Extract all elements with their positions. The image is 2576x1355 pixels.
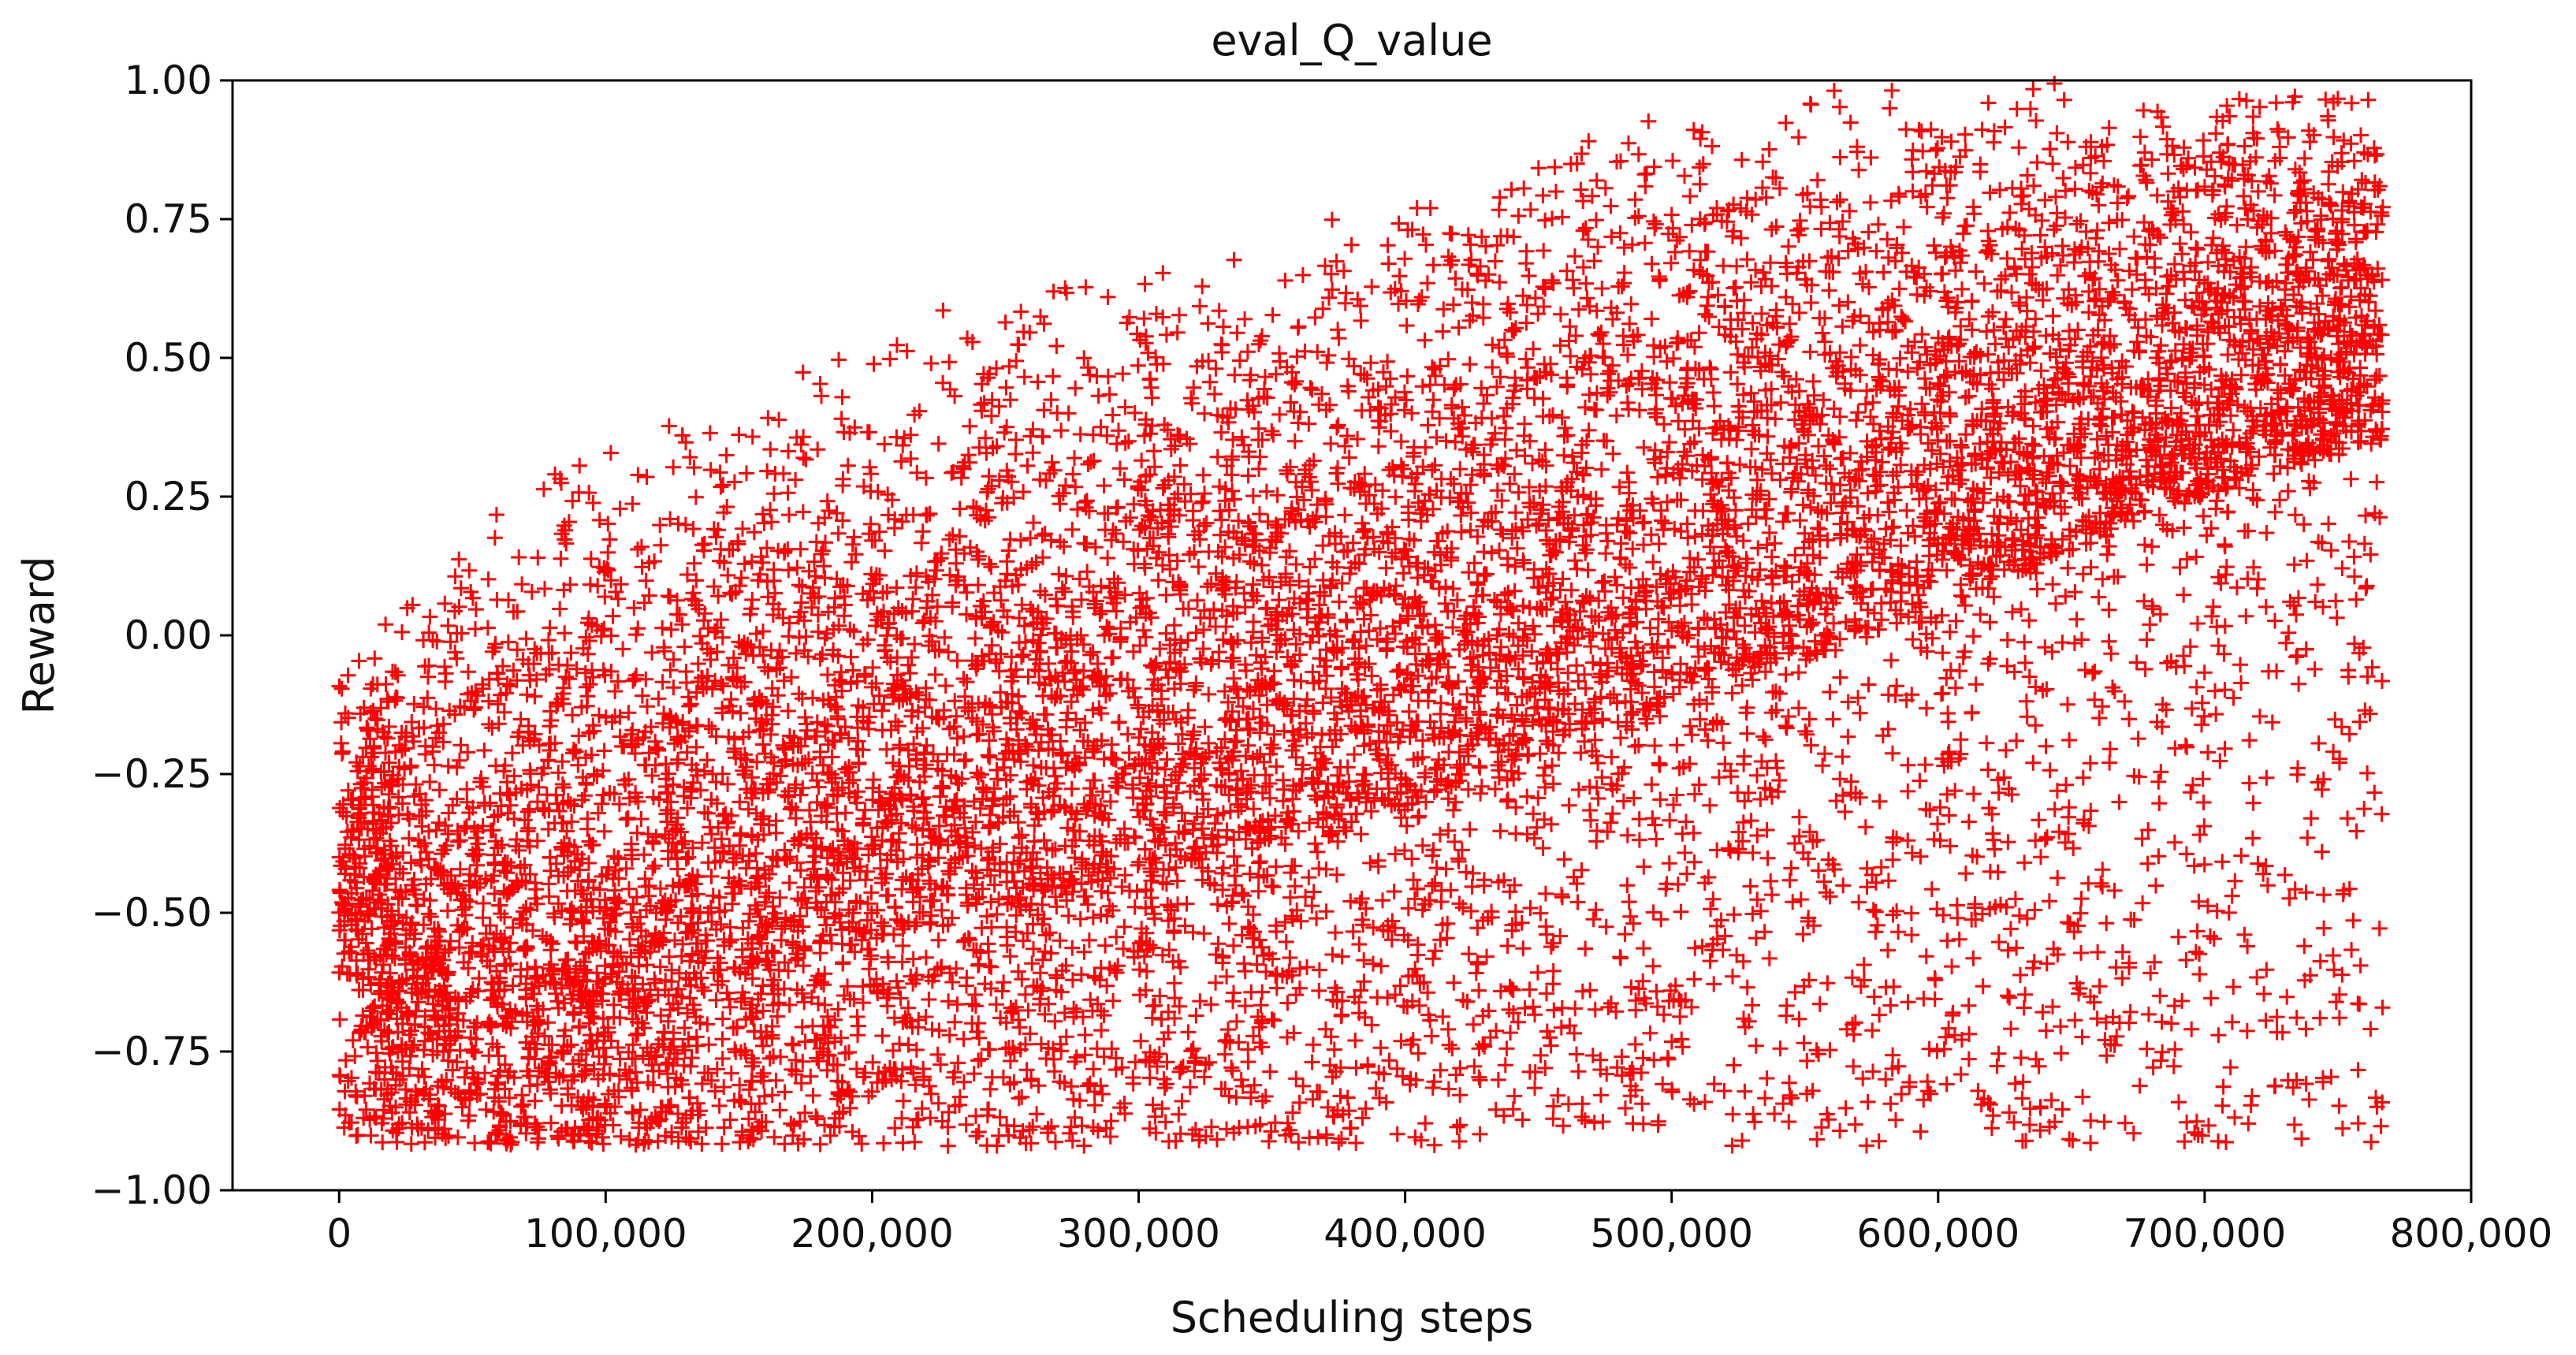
y-tick-label: 1.00	[125, 58, 212, 103]
y-tick-label: −1.00	[91, 1167, 212, 1213]
x-tick-label: 400,000	[1323, 1211, 1487, 1256]
x-axis-label: Scheduling steps	[1171, 1293, 1534, 1342]
x-tick-label: 700,000	[2124, 1211, 2287, 1256]
data-points	[331, 76, 2391, 1154]
x-tick-label: 300,000	[1057, 1211, 1220, 1256]
y-tick-label: −0.75	[91, 1029, 212, 1074]
y-tick-label: −0.25	[91, 751, 212, 797]
chart-title: eval_Q_value	[1211, 16, 1492, 65]
y-tick-label: 0.75	[125, 196, 212, 242]
x-tick-label: 600,000	[1856, 1211, 2019, 1256]
x-axis: 0 100,000 200,000 300,000 400,000 500,000 600,…	[326, 1190, 2552, 1256]
y-tick-label: 0.00	[125, 612, 212, 658]
y-axis: 1.00 0.75 0.50 0.25 0.00 −0.25 −0.50 −0.75 −1.00	[91, 58, 233, 1213]
y-tick-label: 0.25	[125, 474, 212, 519]
x-tick-label: 200,000	[791, 1211, 954, 1256]
y-tick-label: 0.50	[125, 335, 212, 381]
y-tick-label: −0.50	[91, 890, 212, 936]
y-axis-label: Reward	[14, 556, 64, 714]
x-tick-label: 100,000	[524, 1211, 687, 1256]
x-tick-label: 0	[326, 1211, 352, 1256]
x-tick-label: 500,000	[1590, 1211, 1753, 1256]
x-tick-label: 800,000	[2390, 1211, 2553, 1256]
scatter-markers	[331, 76, 2391, 1154]
